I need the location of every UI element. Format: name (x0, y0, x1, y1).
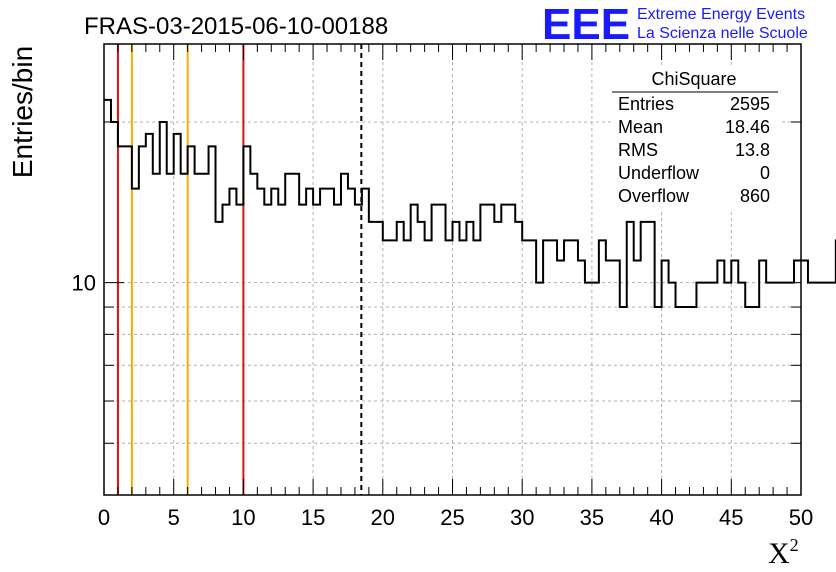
axis-ticks (103, 44, 802, 496)
y-axis-label: Entries/bin (7, 46, 38, 178)
x-tick-label: 45 (719, 505, 743, 530)
stats-label-overflow: Overflow (618, 186, 690, 206)
x-tick-label: 20 (371, 505, 395, 530)
stats-box: ChiSquare Entries 2595 Mean 18.46 RMS 13… (612, 66, 782, 212)
x-axis-label: X2 (768, 535, 799, 570)
x-tick-label: 50 (789, 505, 813, 530)
x-tick-label: 15 (301, 505, 325, 530)
stats-value-rms: 13.8 (735, 140, 770, 160)
histogram-series-line (104, 98, 836, 309)
marker-lines (116, 44, 363, 495)
stats-box-background (612, 66, 782, 212)
x-tick-label: 35 (580, 505, 604, 530)
x-tick-label: 40 (649, 505, 673, 530)
stats-label-entries: Entries (618, 94, 674, 114)
x-tick-label: 10 (231, 505, 255, 530)
x-tick-label: 25 (440, 505, 464, 530)
x-axis-label-superscript: 2 (790, 535, 799, 555)
stats-label-rms: RMS (618, 140, 658, 160)
y-tick-label: 10 (72, 271, 96, 296)
stats-label-mean: Mean (618, 117, 663, 137)
stats-label-underflow: Underflow (618, 163, 700, 183)
x-tick-label: 5 (168, 505, 180, 530)
tick-labels: 0 5 10 15 20 25 30 35 40 45 50 10 (72, 271, 814, 530)
stats-value-overflow: 860 (740, 186, 770, 206)
x-tick-label: 0 (98, 505, 110, 530)
stats-value-entries: 2595 (730, 94, 770, 114)
stats-value-mean: 18.46 (725, 117, 770, 137)
logo-mark: EEE (542, 0, 630, 49)
stats-title: ChiSquare (651, 69, 736, 89)
x-tick-label: 30 (510, 505, 534, 530)
chart-title: FRAS-03-2015-06-10-00188 (84, 13, 388, 40)
eee-logo: EEE Extreme Energy Events La Scienza nel… (542, 0, 808, 49)
logo-line-1: Extreme Energy Events (637, 6, 805, 23)
stats-value-underflow: 0 (760, 163, 770, 183)
grid (104, 44, 801, 496)
logo-line-2: La Scienza nelle Scuole (637, 25, 808, 42)
